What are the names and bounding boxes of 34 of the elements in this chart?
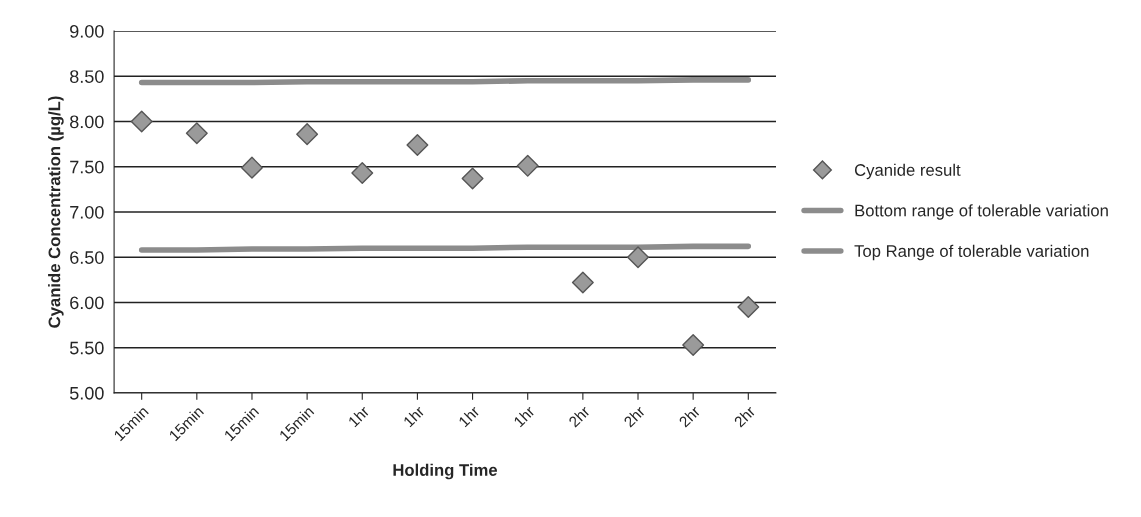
y-tick-label: 8.50 xyxy=(70,70,104,83)
x-tick-label: 2hr xyxy=(622,404,646,428)
point xyxy=(240,156,263,179)
y-axis-title: Cyanide Concentration (µg/L) xyxy=(48,96,64,328)
point xyxy=(351,162,374,185)
point xyxy=(627,246,650,269)
point xyxy=(516,154,539,177)
point xyxy=(682,333,705,356)
y-tick-label: 6.00 xyxy=(70,296,104,310)
point xyxy=(406,134,429,157)
x-tick-label: 1hr xyxy=(347,404,370,428)
x-tick-label: 2hr xyxy=(733,404,756,428)
y-tick-label: 7.50 xyxy=(70,160,104,174)
point xyxy=(296,123,319,146)
point xyxy=(737,295,760,318)
y-tick-label: 8.00 xyxy=(70,115,104,129)
x-tick-label: 2hr xyxy=(567,404,591,428)
x-axis-title: Holding Time xyxy=(393,463,498,480)
y-tick-label: 6.50 xyxy=(70,251,104,264)
point xyxy=(185,122,208,145)
y-tick-label: 5.00 xyxy=(69,386,104,400)
x-tick-label: 1hr xyxy=(457,404,481,428)
legend-label: Top Range of tolerable variation xyxy=(854,244,1089,261)
legend-label: Bottom range of tolerable variation xyxy=(855,204,1108,220)
legend-label: Cyanide result xyxy=(854,163,961,180)
x-tick-label: 2hr xyxy=(678,404,701,428)
y-tick-label: 7.00 xyxy=(70,205,104,219)
x-tick-label: 1hr xyxy=(402,404,426,428)
point xyxy=(130,110,153,133)
point xyxy=(461,167,484,190)
x-tick-label: 1hr xyxy=(512,404,536,428)
y-tick-label: 5.50 xyxy=(69,341,104,355)
point xyxy=(571,271,594,294)
y-tick-label: 9.00 xyxy=(70,24,104,38)
